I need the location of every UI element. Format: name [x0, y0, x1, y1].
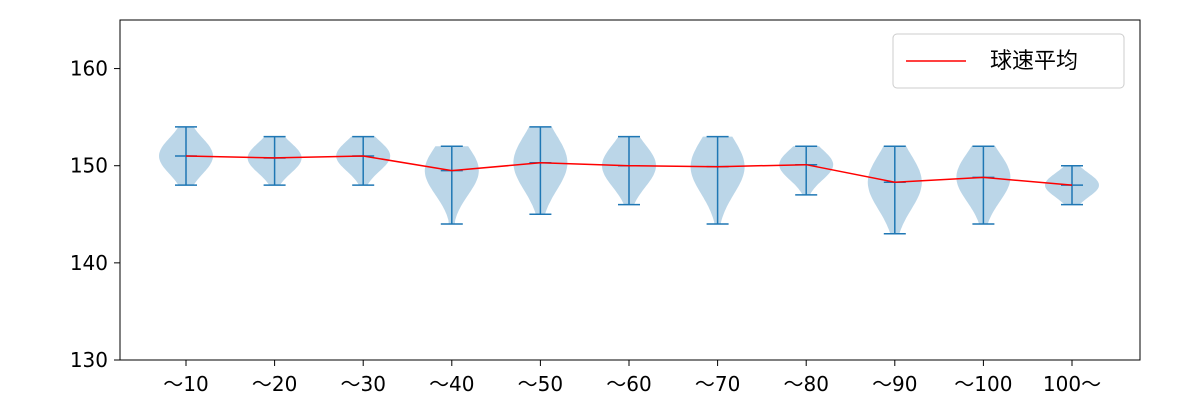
- y-axis: 130 140 150 160: [70, 57, 120, 372]
- x-tick-label: ～10: [163, 372, 208, 396]
- violin-group: [159, 126, 1099, 235]
- legend-label: 球速平均: [990, 49, 1078, 74]
- x-axis: ～10 ～20 ～30 ～40 ～50 ～60 ～70 ～80 ～90 ～100 100～: [163, 360, 1101, 396]
- y-tick-label: 130: [70, 348, 108, 372]
- legend: 球速平均: [892, 33, 1125, 89]
- y-tick-label: 150: [70, 154, 108, 178]
- legend-box: [892, 33, 1125, 89]
- x-tick-label: ～70: [695, 372, 740, 396]
- x-tick-label: ～80: [783, 372, 828, 396]
- x-tick-label: ～90: [872, 372, 917, 396]
- y-tick-label: 160: [70, 57, 108, 81]
- x-tick-label: ～30: [340, 372, 385, 396]
- x-tick-label: ～40: [429, 372, 474, 396]
- mean-line-group: [185, 155, 1073, 186]
- mean-speed-line: [185, 155, 1073, 186]
- x-tick-label: ～100: [954, 372, 1012, 396]
- y-tick-label: 140: [70, 251, 108, 275]
- x-tick-label: ～50: [518, 372, 563, 396]
- x-tick-label: 100～: [1043, 372, 1101, 396]
- x-tick-label: ～60: [606, 372, 651, 396]
- x-tick-label: ～20: [252, 372, 297, 396]
